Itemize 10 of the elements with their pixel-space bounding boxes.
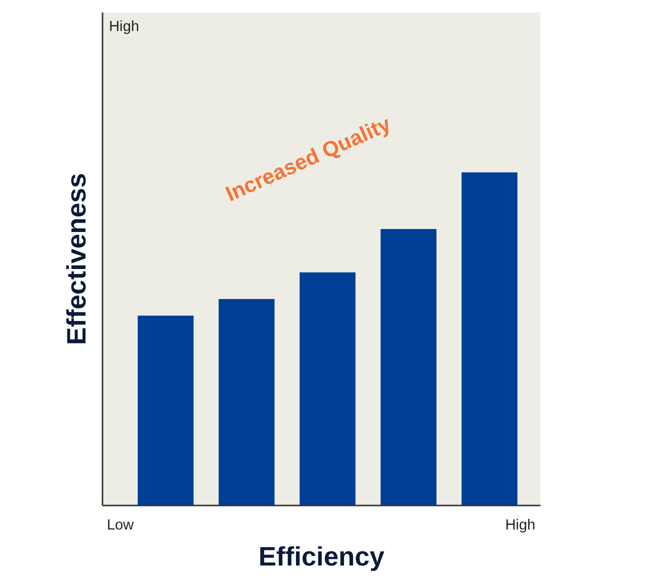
text: High bbox=[505, 518, 536, 534]
bar bbox=[462, 172, 518, 506]
bar bbox=[218, 298, 275, 506]
text: Low bbox=[106, 518, 134, 534]
bar bbox=[380, 229, 436, 506]
bar bbox=[300, 272, 356, 506]
y-axis-title: Effectiveness bbox=[62, 173, 92, 345]
bar bbox=[138, 316, 194, 506]
text: High bbox=[108, 19, 140, 36]
x-axis-title: Efficiency bbox=[258, 542, 385, 572]
